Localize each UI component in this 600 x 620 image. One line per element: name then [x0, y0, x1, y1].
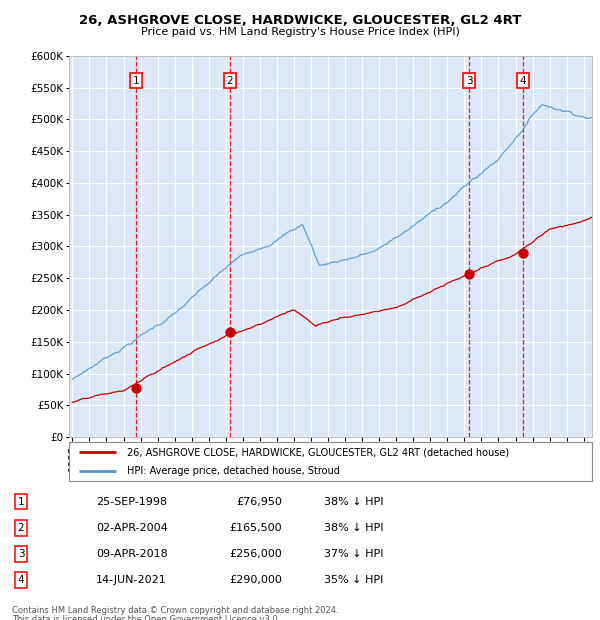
Text: Price paid vs. HM Land Registry's House Price Index (HPI): Price paid vs. HM Land Registry's House …: [140, 27, 460, 37]
Text: Contains HM Land Registry data © Crown copyright and database right 2024.: Contains HM Land Registry data © Crown c…: [12, 606, 338, 616]
Text: 26, ASHGROVE CLOSE, HARDWICKE, GLOUCESTER, GL2 4RT: 26, ASHGROVE CLOSE, HARDWICKE, GLOUCESTE…: [79, 14, 521, 27]
Text: 2: 2: [227, 76, 233, 86]
Text: 35% ↓ HPI: 35% ↓ HPI: [324, 575, 383, 585]
Text: 02-APR-2004: 02-APR-2004: [96, 523, 168, 533]
Text: £290,000: £290,000: [229, 575, 282, 585]
Text: 38% ↓ HPI: 38% ↓ HPI: [324, 523, 383, 533]
Text: 1: 1: [17, 497, 25, 507]
FancyBboxPatch shape: [69, 442, 592, 481]
Text: 2: 2: [17, 523, 25, 533]
Text: £256,000: £256,000: [229, 549, 282, 559]
Point: [518, 248, 528, 258]
Text: 3: 3: [466, 76, 472, 86]
Text: HPI: Average price, detached house, Stroud: HPI: Average price, detached house, Stro…: [127, 466, 340, 476]
Text: 4: 4: [520, 76, 526, 86]
Point: [131, 383, 141, 393]
Text: 1: 1: [133, 76, 140, 86]
Text: 26, ASHGROVE CLOSE, HARDWICKE, GLOUCESTER, GL2 4RT (detached house): 26, ASHGROVE CLOSE, HARDWICKE, GLOUCESTE…: [127, 448, 509, 458]
Point: [225, 327, 235, 337]
Text: 14-JUN-2021: 14-JUN-2021: [96, 575, 167, 585]
Text: 37% ↓ HPI: 37% ↓ HPI: [324, 549, 383, 559]
Text: £165,500: £165,500: [229, 523, 282, 533]
Text: This data is licensed under the Open Government Licence v3.0.: This data is licensed under the Open Gov…: [12, 615, 280, 620]
Text: 3: 3: [17, 549, 25, 559]
Text: 09-APR-2018: 09-APR-2018: [96, 549, 168, 559]
Text: 4: 4: [17, 575, 25, 585]
Text: £76,950: £76,950: [236, 497, 282, 507]
Point: [464, 270, 474, 280]
Text: 38% ↓ HPI: 38% ↓ HPI: [324, 497, 383, 507]
Text: 25-SEP-1998: 25-SEP-1998: [96, 497, 167, 507]
